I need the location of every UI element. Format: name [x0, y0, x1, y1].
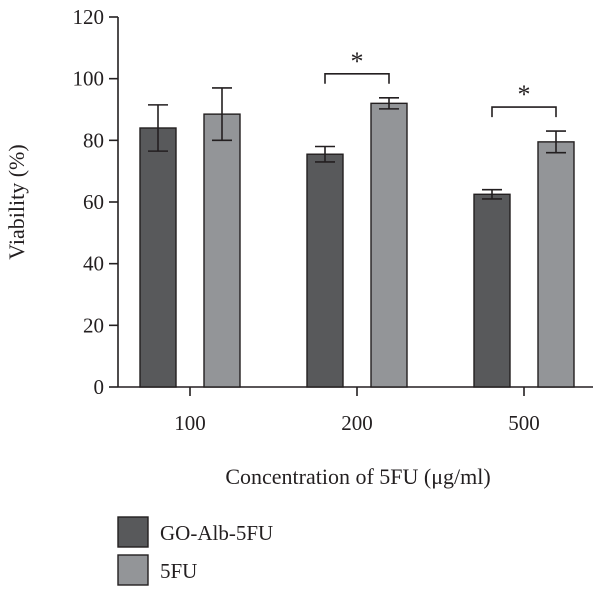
legend-swatch	[117, 554, 149, 586]
y-tick-label: 60	[83, 190, 104, 214]
bars	[139, 87, 575, 388]
legend: GO-Alb-5FU 5FU	[117, 516, 273, 586]
significance-star: *	[351, 47, 364, 76]
y-tick-label: 0	[94, 375, 105, 399]
legend-label: 5FU	[160, 559, 197, 583]
y-tick-label: 80	[83, 128, 104, 152]
significance-markers: **	[324, 47, 557, 118]
bar	[139, 127, 177, 388]
bar	[370, 102, 408, 388]
significance-bracket	[491, 106, 557, 118]
significance-star: *	[518, 80, 531, 109]
legend-label: GO-Alb-5FU	[160, 521, 273, 545]
legend-swatch	[117, 516, 149, 548]
x-tick-label: 200	[341, 411, 373, 435]
y-tick-label: 40	[83, 252, 104, 276]
bar	[537, 141, 575, 388]
y-tick-label: 120	[73, 5, 105, 29]
bar	[306, 153, 344, 388]
x-tick-label: 100	[174, 411, 206, 435]
y-tick-label: 100	[73, 67, 105, 91]
x-tick-label: 500	[508, 411, 540, 435]
axes: 0 20 40 60 80 100 120 100 200 500	[73, 5, 593, 435]
bar	[473, 193, 511, 388]
y-axis-title: Viability (%)	[4, 144, 29, 259]
bar	[203, 113, 241, 388]
y-tick-label: 20	[83, 313, 104, 337]
significance-bracket	[324, 72, 390, 84]
x-axis-title: Concentration of 5FU (μg/ml)	[225, 464, 490, 489]
